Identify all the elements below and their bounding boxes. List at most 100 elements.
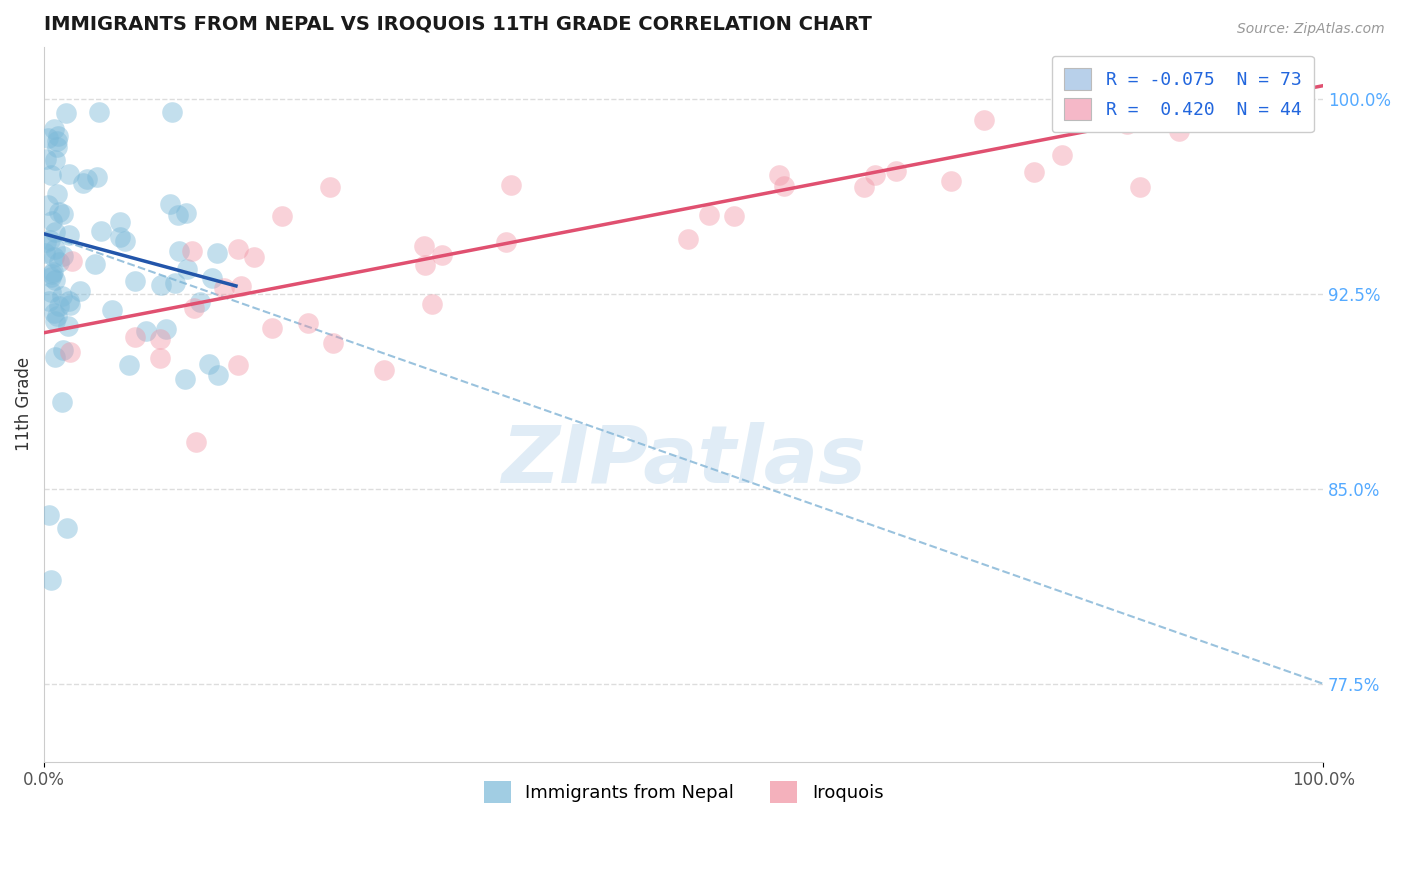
Point — [297, 316, 319, 330]
Point — [149, 277, 172, 292]
Point — [1129, 180, 1152, 194]
Point — [1024, 165, 1046, 179]
Point — [44, 273, 66, 287]
Point — [373, 363, 395, 377]
Point — [84, 257, 107, 271]
Point — [1286, 87, 1309, 101]
Point — [90, 224, 112, 238]
Point — [1050, 148, 1073, 162]
Point — [768, 168, 790, 182]
Point — [135, 324, 157, 338]
Point — [41, 268, 63, 282]
Point — [159, 197, 181, 211]
Point — [124, 274, 146, 288]
Point — [118, 358, 141, 372]
Point — [853, 180, 876, 194]
Point — [42, 250, 65, 264]
Point — [56, 521, 79, 535]
Point — [86, 169, 108, 184]
Point — [37, 130, 59, 145]
Point — [39, 270, 62, 285]
Point — [48, 299, 70, 313]
Point — [42, 121, 65, 136]
Point — [322, 336, 344, 351]
Point — [162, 104, 184, 119]
Point — [124, 330, 146, 344]
Point — [108, 215, 131, 229]
Point — [38, 233, 60, 247]
Point — [1119, 96, 1142, 111]
Point — [163, 277, 186, 291]
Point — [48, 255, 70, 269]
Point — [44, 242, 66, 256]
Point — [495, 235, 517, 249]
Point — [39, 573, 62, 587]
Point — [270, 209, 292, 223]
Point — [939, 174, 962, 188]
Point — [34, 246, 56, 260]
Point — [44, 306, 66, 320]
Point — [884, 163, 907, 178]
Point — [58, 319, 80, 334]
Text: IMMIGRANTS FROM NEPAL VS IROQUOIS 11TH GRADE CORRELATION CHART: IMMIGRANTS FROM NEPAL VS IROQUOIS 11TH G… — [44, 15, 872, 34]
Point — [69, 284, 91, 298]
Point — [52, 343, 75, 358]
Point — [51, 289, 73, 303]
Point — [499, 178, 522, 192]
Text: ZIPatlas: ZIPatlas — [501, 423, 866, 500]
Point — [155, 321, 177, 335]
Point — [59, 298, 82, 312]
Point — [167, 207, 190, 221]
Point — [59, 344, 82, 359]
Point — [35, 235, 58, 249]
Point — [413, 259, 436, 273]
Point — [973, 112, 995, 127]
Point — [37, 198, 59, 212]
Point — [149, 351, 172, 365]
Point — [413, 239, 436, 253]
Point — [201, 271, 224, 285]
Point — [226, 242, 249, 256]
Point — [51, 395, 73, 409]
Point — [42, 265, 65, 279]
Point — [44, 314, 66, 328]
Point — [697, 208, 720, 222]
Point — [205, 246, 228, 260]
Point — [1115, 117, 1137, 131]
Point — [174, 372, 197, 386]
Point — [863, 168, 886, 182]
Point — [231, 278, 253, 293]
Point — [212, 281, 235, 295]
Point — [76, 172, 98, 186]
Legend: Immigrants from Nepal, Iroquois: Immigrants from Nepal, Iroquois — [470, 766, 898, 817]
Point — [114, 234, 136, 248]
Point — [1168, 124, 1191, 138]
Point — [319, 180, 342, 194]
Point — [226, 358, 249, 372]
Point — [420, 297, 443, 311]
Point — [167, 244, 190, 259]
Point — [44, 350, 66, 364]
Point — [89, 104, 111, 119]
Point — [55, 105, 77, 120]
Point — [1243, 64, 1265, 78]
Point — [39, 168, 62, 182]
Point — [149, 332, 172, 346]
Point — [242, 250, 264, 264]
Point — [430, 248, 453, 262]
Point — [52, 249, 75, 263]
Point — [45, 187, 67, 202]
Point — [723, 209, 745, 223]
Point — [207, 368, 229, 383]
Point — [46, 134, 69, 148]
Point — [198, 357, 221, 371]
Y-axis label: 11th Grade: 11th Grade — [15, 357, 32, 451]
Point — [35, 152, 58, 166]
Point — [101, 303, 124, 318]
Point — [188, 295, 211, 310]
Point — [58, 293, 80, 308]
Point — [52, 207, 75, 221]
Point — [46, 309, 69, 323]
Point — [176, 262, 198, 277]
Text: Source: ZipAtlas.com: Source: ZipAtlas.com — [1237, 22, 1385, 37]
